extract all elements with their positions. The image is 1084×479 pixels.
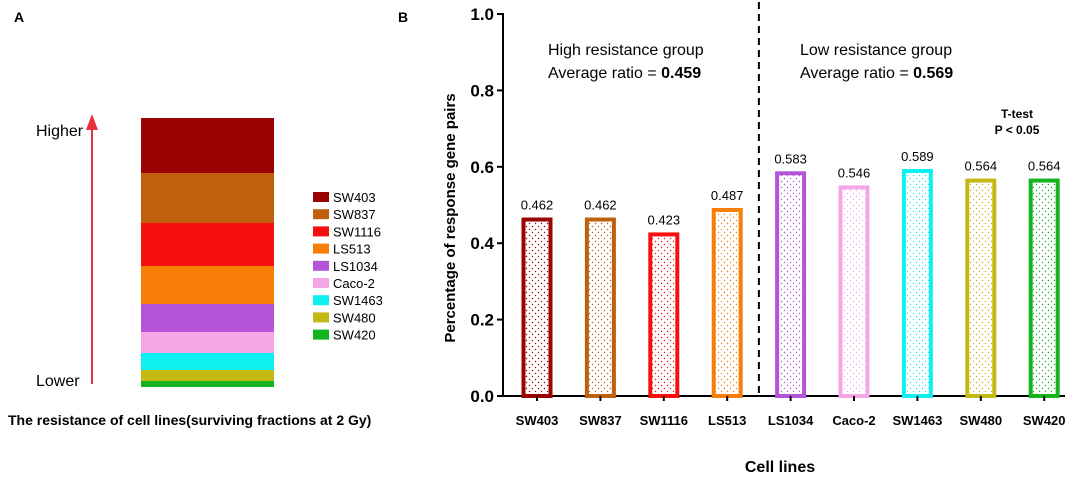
legend-swatch	[313, 278, 329, 288]
legend-swatch	[313, 312, 329, 323]
x-axis-title: Cell lines	[745, 459, 815, 476]
legend-label: SW480	[333, 310, 376, 325]
x-tick-label: SW403	[516, 413, 559, 428]
high-group-ratio: Average ratio = 0.459	[548, 65, 701, 82]
x-tick-label: LS1034	[768, 413, 814, 428]
legend-label: SW1463	[333, 293, 383, 308]
bar-ls1034	[775, 171, 807, 398]
bar-value-label: 0.462	[584, 198, 617, 213]
y-axis: 0.0 0.2 0.4 0.6 0.8 1.0	[470, 5, 504, 406]
stack-segment-caco-2	[141, 332, 274, 353]
bar-value-label: 0.589	[901, 149, 934, 164]
y-axis-title: Percentage of response gene pairs	[442, 93, 459, 342]
legend-swatch	[313, 209, 329, 220]
panel-b-label: B	[398, 9, 408, 25]
y-tick-label: 0.8	[470, 81, 494, 100]
low-group-title: Low resistance group	[800, 42, 952, 59]
legend-swatch	[313, 243, 329, 254]
bar-value-label: 0.487	[711, 188, 744, 203]
bar-sw480	[965, 178, 997, 398]
legend-swatch	[313, 329, 329, 340]
ttest-p-value: P < 0.05	[995, 123, 1040, 137]
x-tick-label: SW1116	[640, 413, 688, 428]
low-group-ratio: Average ratio = 0.569	[800, 65, 953, 82]
bar-sw1116	[648, 232, 680, 398]
bar-value-label: 0.546	[838, 165, 871, 180]
resistance-stack	[141, 118, 274, 387]
legend: SW403 SW837 SW1116 LS513 LS1034 Caco-2 SW1463 S…	[313, 190, 383, 343]
y-tick-label: 0.6	[470, 158, 494, 177]
bar-sw420	[1028, 178, 1060, 398]
stack-segment-ls1034	[141, 304, 274, 332]
y-tick-label: 0.0	[470, 387, 494, 406]
legend-label: Caco-2	[333, 276, 375, 291]
bar-caco-2	[838, 185, 870, 398]
bar-sw403	[521, 217, 553, 398]
legend-swatch	[313, 295, 329, 306]
x-tick-label: SW480	[959, 413, 1002, 428]
high-group-ratio-value: 0.459	[661, 65, 701, 82]
legend-swatch	[313, 192, 329, 202]
legend-swatch	[313, 226, 329, 237]
panel-a-caption: The resistance of cell lines(surviving f…	[8, 412, 371, 428]
stack-segment-sw403	[141, 118, 274, 173]
legend-label: SW420	[333, 328, 376, 343]
stack-segment-sw837	[141, 173, 274, 223]
bar-value-label: 0.423	[648, 212, 681, 227]
stack-segment-sw1116	[141, 223, 274, 266]
legend-label: SW1116	[333, 224, 381, 239]
stack-segment-sw1463	[141, 353, 274, 370]
bar-value-label: 0.564	[1028, 159, 1061, 174]
bar-sw837	[584, 217, 616, 398]
bars: 0.462 SW403 0.462 SW837 0.423 SW1116 0.487 LS51…	[516, 149, 1066, 428]
legend-label: LS1034	[333, 259, 378, 274]
high-group-title: High resistance group	[548, 42, 704, 59]
higher-label: Higher	[36, 123, 84, 140]
legend-label: SW837	[333, 207, 376, 222]
y-tick-label: 1.0	[470, 5, 494, 24]
x-tick-label: SW1463	[892, 413, 942, 428]
legend-swatch	[313, 260, 329, 271]
x-tick-label: SW837	[579, 413, 622, 428]
ttest-title: T-test	[1001, 107, 1033, 121]
y-tick-label: 0.4	[470, 234, 494, 253]
low-group-ratio-prefix: Average ratio =	[800, 65, 913, 82]
x-tick-label: Caco-2	[832, 413, 875, 428]
high-group-ratio-prefix: Average ratio =	[548, 65, 661, 82]
bar-value-label: 0.462	[521, 198, 554, 213]
x-tick-label: SW420	[1023, 413, 1066, 428]
stack-segment-sw420	[141, 381, 274, 387]
bar-sw1463	[901, 169, 933, 398]
stack-segment-ls513	[141, 266, 274, 304]
legend-label: SW403	[333, 190, 376, 205]
low-group-ratio-value: 0.569	[913, 65, 953, 82]
lower-label: Lower	[36, 373, 80, 390]
resistance-arrow-head	[86, 114, 98, 130]
panel-a-label: A	[14, 9, 24, 25]
bar-value-label: 0.583	[774, 151, 807, 166]
x-tick-label: LS513	[708, 413, 746, 428]
stack-segment-sw480	[141, 370, 274, 381]
legend-label: LS513	[333, 242, 371, 257]
bar-value-label: 0.564	[965, 159, 998, 174]
y-tick-label: 0.2	[470, 311, 494, 330]
bar-ls513	[711, 207, 743, 398]
